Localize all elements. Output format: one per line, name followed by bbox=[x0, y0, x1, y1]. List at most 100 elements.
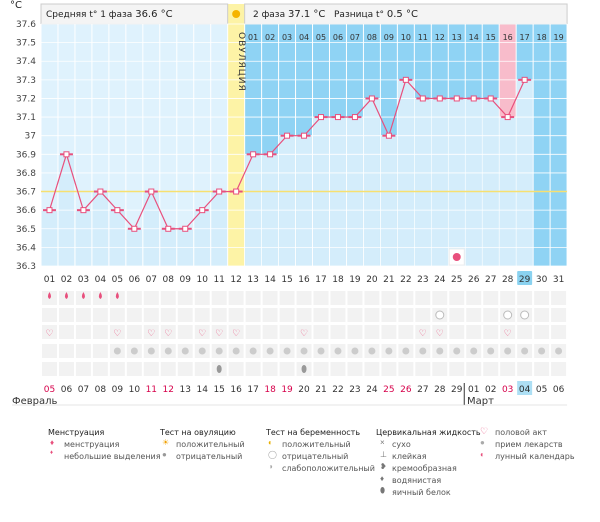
cycle-day-label: 04 bbox=[95, 275, 107, 285]
symbol-cell bbox=[466, 325, 482, 339]
pill-icon bbox=[402, 347, 410, 355]
heart-icon: ♡ bbox=[147, 328, 155, 338]
pill-icon bbox=[470, 347, 478, 355]
temperature-point bbox=[351, 114, 358, 121]
pill-icon bbox=[147, 347, 155, 355]
symbol-cell bbox=[517, 362, 533, 376]
symbol-cell bbox=[177, 325, 193, 339]
symbol-cell bbox=[313, 362, 329, 376]
symbol-cell bbox=[296, 291, 312, 305]
phase2-day-label: 13 bbox=[452, 33, 462, 42]
pill-icon bbox=[555, 347, 563, 355]
symbol-cell bbox=[42, 362, 57, 376]
ovulation-sun-icon bbox=[232, 10, 241, 18]
symbol-cell bbox=[160, 325, 176, 339]
symbol-cell bbox=[75, 362, 91, 376]
symbol-cell bbox=[92, 308, 108, 322]
phase2-day-label: 10 bbox=[401, 33, 411, 42]
cycle-day-label: 24 bbox=[434, 275, 446, 285]
calendar-date-label: 17 bbox=[247, 385, 258, 395]
symbol-cell bbox=[534, 362, 550, 376]
temperature-bar bbox=[296, 135, 313, 266]
cycle-day-label: 20 bbox=[366, 275, 378, 285]
calendar-date-label: 14 bbox=[196, 385, 208, 395]
cycle-day-label: 23 bbox=[417, 275, 428, 285]
y-tick-label: 36.6 bbox=[16, 206, 36, 216]
temperature-point bbox=[368, 95, 375, 102]
spotting-drop-icon: ♦ bbox=[50, 450, 54, 456]
symbol-cell bbox=[58, 325, 74, 339]
symbol-cell bbox=[194, 308, 210, 322]
ovulation-column bbox=[227, 4, 245, 266]
symbol-cell bbox=[398, 291, 414, 305]
symbol-cell bbox=[42, 325, 57, 339]
calendar-date-label: 08 bbox=[95, 385, 107, 395]
current-day-marker bbox=[517, 271, 533, 285]
phase2-day-label: 01 bbox=[248, 33, 258, 42]
legend-dry: сухо bbox=[392, 440, 411, 449]
y-tick-label: 36.5 bbox=[16, 225, 36, 235]
menstruation-drop-icon bbox=[81, 292, 85, 299]
symbol-cell bbox=[160, 291, 176, 305]
calendar-date-label: 24 bbox=[366, 385, 378, 395]
calendar-date-label: 07 bbox=[78, 385, 89, 395]
phase2-day-label: 19 bbox=[553, 33, 563, 42]
calendar-date-label: 26 bbox=[400, 385, 412, 395]
cycle-day-label: 19 bbox=[349, 275, 361, 285]
symbol-cell bbox=[143, 291, 159, 305]
temperature-point bbox=[470, 95, 477, 102]
symbol-cell bbox=[534, 325, 550, 339]
phase2-day-label: 07 bbox=[350, 33, 360, 42]
eggwhite-icon: ⬮ bbox=[380, 486, 386, 495]
cycle-day-label: 27 bbox=[485, 275, 496, 285]
symbol-cell bbox=[449, 291, 465, 305]
symbol-cell bbox=[330, 325, 346, 339]
symbol-cell bbox=[143, 308, 159, 322]
symbol-cell bbox=[211, 325, 227, 339]
temperature-point bbox=[97, 188, 104, 195]
pill-icon bbox=[385, 347, 393, 355]
pill-icon bbox=[249, 347, 257, 355]
symbol-cell bbox=[228, 325, 244, 339]
menstruation-drop-icon bbox=[98, 292, 102, 299]
symbol-cell bbox=[245, 362, 261, 376]
symbol-cell bbox=[177, 362, 193, 376]
temperature-point bbox=[46, 207, 53, 214]
heart-icon: ♡ bbox=[45, 328, 53, 338]
phase2-day-label: 12 bbox=[435, 33, 445, 42]
phase2-day-label: 06 bbox=[333, 33, 343, 42]
watery-icon: ♦ bbox=[380, 474, 385, 483]
heart-icon: ♡ bbox=[300, 328, 308, 338]
symbol-cell bbox=[347, 362, 363, 376]
temperature-point bbox=[318, 114, 325, 121]
heart-icon: ♡ bbox=[164, 328, 172, 338]
temperature-point bbox=[334, 114, 341, 121]
pill-icon: ● bbox=[480, 438, 485, 447]
temperature-point bbox=[504, 114, 511, 121]
symbol-cell bbox=[75, 344, 91, 358]
highlighted-day-column bbox=[499, 24, 517, 118]
temperature-difference: Разница t° 0.5 °C bbox=[334, 9, 418, 20]
temperature-bar bbox=[194, 210, 211, 266]
temperature-point bbox=[402, 76, 409, 83]
calendar-date-label: 20 bbox=[298, 385, 310, 395]
menstruation-drop-icon bbox=[115, 292, 119, 299]
phase2-day-label: 09 bbox=[384, 33, 394, 42]
phase2-day-label: 04 bbox=[299, 33, 309, 42]
temperature-bar bbox=[41, 210, 58, 266]
legend-medication: прием лекарств bbox=[495, 440, 563, 449]
cycle-day-label: 01 bbox=[44, 275, 55, 285]
cycle-day-label: 18 bbox=[332, 275, 344, 285]
symbol-cell bbox=[126, 291, 142, 305]
month-march: Март bbox=[467, 396, 494, 407]
calendar-date-label: 12 bbox=[163, 385, 174, 395]
calendar-date-label: 29 bbox=[451, 385, 463, 395]
cycle-day-label: 09 bbox=[180, 275, 192, 285]
symbol-cell bbox=[551, 291, 567, 305]
temperature-point bbox=[80, 207, 87, 214]
temperature-point bbox=[487, 95, 494, 102]
pregnancy-test-icon bbox=[520, 310, 530, 320]
temperature-bar bbox=[75, 210, 92, 266]
temperature-point bbox=[385, 132, 392, 139]
y-tick-label: 36.3 bbox=[16, 262, 36, 272]
